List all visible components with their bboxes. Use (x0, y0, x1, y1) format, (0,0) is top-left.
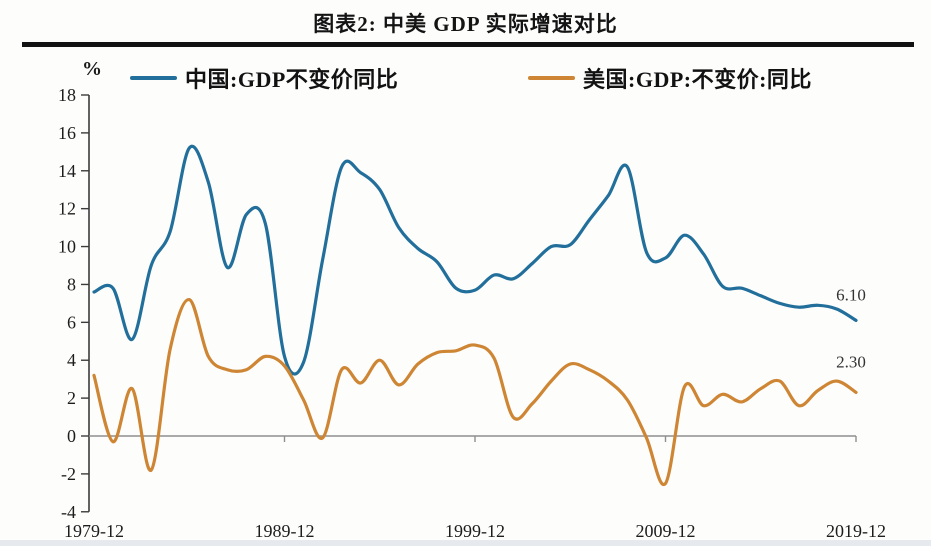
y-axis-tick-label: 0 (67, 426, 76, 446)
us-end-value-label: 2.30 (836, 352, 866, 371)
y-axis-tick-label: 10 (58, 237, 76, 257)
x-axis-tick-label: 1979-12 (64, 521, 124, 541)
y-axis-tick-label: -2 (61, 464, 76, 484)
china-line-swatch-icon (130, 76, 177, 80)
y-axis-tick-label: 6 (67, 312, 76, 332)
title-rule-divider (22, 42, 914, 47)
y-axis-tick-label: 4 (67, 350, 76, 370)
us-gdp-line (92, 298, 858, 487)
x-axis-tick-label: 2019-12 (826, 521, 886, 541)
y-axis-tick-label: 8 (67, 274, 76, 294)
y-axis-unit-label: % (82, 58, 102, 80)
legend-item-china: 中国:GDP不变价同比 (130, 62, 398, 94)
y-axis-tick-label: 2 (67, 388, 76, 408)
x-axis-tick-label: 2009-12 (636, 521, 696, 541)
x-axis-tick-label: 1989-12 (255, 521, 315, 541)
y-axis-tick-label: 16 (58, 123, 76, 143)
legend-item-us: 美国:GDP:不变价:同比 (528, 62, 812, 94)
china-end-value-label: 6.10 (836, 285, 866, 304)
legend-label-us: 美国:GDP:不变价:同比 (583, 67, 812, 92)
x-axis-tick-label: 1999-12 (445, 521, 505, 541)
us-line-swatch-icon (528, 76, 575, 80)
bottom-strip (0, 540, 931, 546)
page-title: 图表2: 中美 GDP 实际增速对比 (313, 12, 618, 36)
y-axis-tick-label: 14 (58, 161, 76, 181)
china-gdp-line (92, 144, 858, 376)
y-axis-tick-label: 18 (58, 85, 76, 105)
y-axis-tick-label: -4 (61, 502, 76, 522)
legend-label-china: 中国:GDP不变价同比 (185, 67, 399, 92)
y-axis-tick-label: 12 (58, 199, 76, 219)
